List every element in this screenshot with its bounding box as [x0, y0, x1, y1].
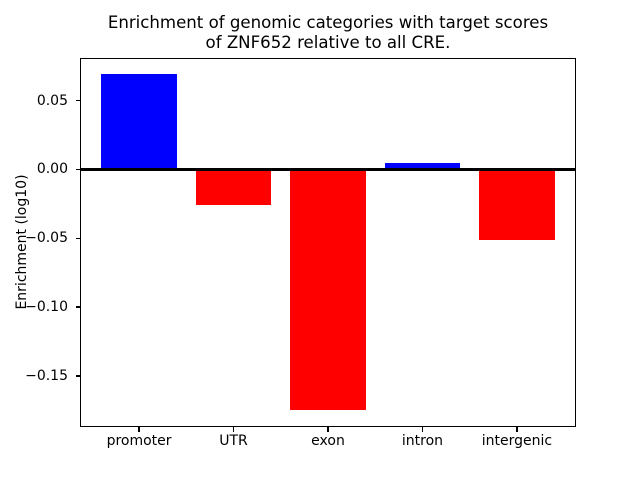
chart-title-line-2: of ZNF652 relative to all CRE.: [205, 33, 451, 52]
x-tick-mark: [516, 427, 518, 432]
bar-intron: [384, 162, 461, 170]
y-tick-mark: [75, 306, 80, 308]
y-tick-label: 0.05: [36, 92, 68, 109]
x-tick-mark: [327, 427, 329, 432]
y-tick-mark: [75, 99, 80, 102]
bar-promoter: [101, 74, 177, 170]
y-tick-mark: [75, 168, 80, 171]
x-tick-label-UTR: UTR: [219, 433, 248, 449]
chart-title: Enrichment of genomic categories with ta…: [80, 13, 576, 53]
chart-title-line-1: Enrichment of genomic categories with ta…: [107, 13, 549, 32]
y-tick-mark: [75, 237, 80, 240]
bar-UTR: [195, 169, 272, 206]
x-tick-label-intron: intron: [401, 433, 444, 449]
x-tick-mark: [138, 427, 140, 432]
bar-exon: [290, 169, 366, 411]
bar-intergenic: [479, 169, 555, 240]
y-tick-label: −0.15: [25, 367, 68, 384]
x-tick-mark: [421, 427, 424, 432]
y-tick-mark: [75, 375, 80, 377]
y-tick-label: 0.00: [36, 161, 68, 178]
x-tick-mark: [232, 427, 235, 432]
zero-line: [80, 167, 576, 171]
x-tick-label-exon: exon: [311, 433, 345, 449]
x-tick-label-promoter: promoter: [106, 433, 172, 449]
plot-area: [80, 57, 576, 428]
y-tick-label: −0.05: [25, 230, 68, 247]
y-tick-label: −0.10: [25, 299, 68, 316]
x-tick-label-intergenic: intergenic: [481, 433, 553, 449]
